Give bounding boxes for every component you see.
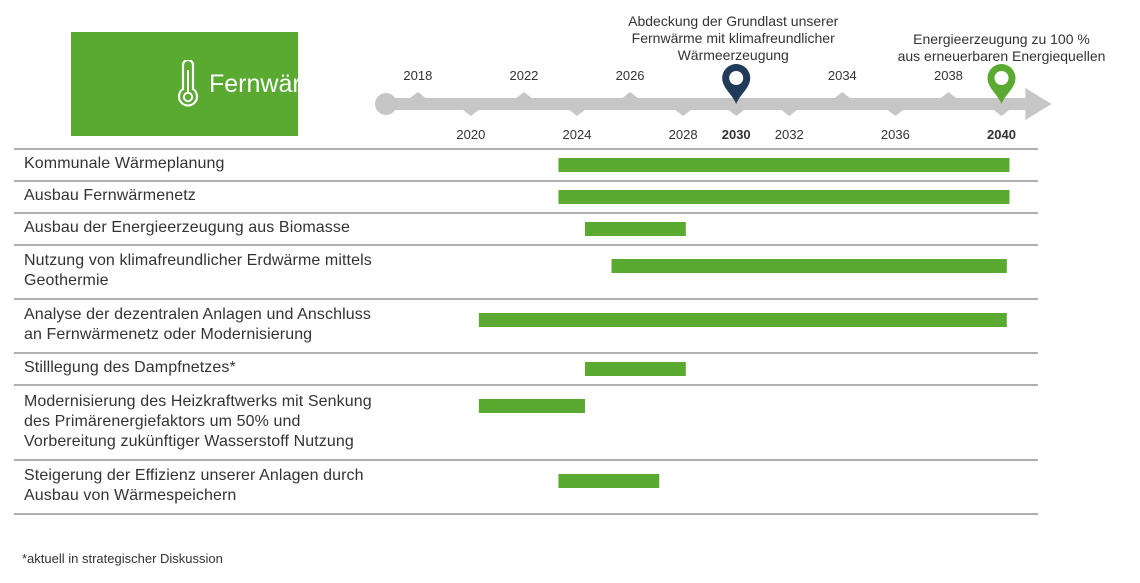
task-bar — [611, 259, 1007, 273]
task-bar — [478, 313, 1007, 327]
task-label: Steigerung der Effizienz unserer Anlagen… — [24, 467, 364, 504]
task-label: Kommunale Wärmeplanung — [24, 155, 225, 172]
tick-label: 2028 — [669, 127, 698, 142]
task-label: Nutzung von klimafreundlicher Erdwärme m… — [24, 252, 372, 289]
tick-label: 2030 — [722, 127, 751, 142]
task-bar — [558, 158, 1010, 172]
timeline-start-dot — [375, 93, 397, 115]
timeline-arrow-head — [1025, 88, 1052, 120]
milestone-label-line: Energieerzeugung zu 100 % — [913, 31, 1090, 47]
tick-label: 2034 — [828, 68, 857, 83]
tick-label: 2024 — [563, 127, 592, 142]
milestone-label-line: Fernwärme mit klimafreundlicher — [632, 30, 835, 46]
tick-label: 2022 — [509, 68, 538, 83]
tick-label: 2018 — [403, 68, 432, 83]
tick-label: 2026 — [616, 68, 645, 83]
tick-mark — [992, 109, 1011, 116]
tick-mark — [674, 109, 693, 116]
tick-mark — [621, 92, 640, 99]
page-title: Fernwärme — [209, 70, 336, 98]
task-label: Ausbau Fernwärmenetz — [24, 187, 196, 204]
tick-mark — [727, 109, 746, 116]
task-label: Stilllegung des Dampfnetzes* — [24, 359, 236, 376]
map-pin-icon — [722, 64, 751, 104]
tick-label: 2038 — [934, 68, 963, 83]
task-bar — [558, 190, 1010, 204]
header-box: Fernwärme — [71, 32, 335, 136]
milestone-label: Energieerzeugung zu 100 % aus erneuerbare… — [898, 31, 1106, 64]
milestone-label: Abdeckung der Grundlast unserer Fernwärme… — [628, 13, 838, 63]
tick-mark — [886, 109, 905, 116]
task-bar — [558, 474, 660, 488]
tick-label: 2036 — [881, 127, 910, 142]
map-pin-hole — [994, 71, 1009, 85]
task-label: Analyse der dezentralen Anlagen und Ansc… — [24, 306, 371, 343]
tick-label: 2032 — [775, 127, 804, 142]
task-label: Ausbau der Energieerzeugung aus Biomasse — [24, 219, 350, 236]
tick-mark — [514, 92, 533, 99]
tick-mark — [461, 109, 480, 116]
task-bar — [584, 362, 686, 376]
milestone-label-line: aus erneuerbaren Energiequellen — [898, 48, 1106, 64]
tick-label: 2020 — [456, 127, 485, 142]
map-pin-hole — [729, 71, 744, 85]
tick-mark — [833, 92, 852, 99]
tick-mark — [780, 109, 799, 116]
milestone-label-line: Abdeckung der Grundlast unserer — [628, 13, 838, 29]
tick-mark — [939, 92, 958, 99]
footnote: *aktuell in strategischer Diskussion — [22, 551, 223, 566]
task-bar — [478, 399, 585, 413]
task-label: Modernisierung des Heizkraftwerks mit Se… — [24, 392, 372, 450]
thermometer-icon — [177, 60, 199, 107]
tick-label: 2040 — [987, 127, 1016, 142]
task-bar — [584, 222, 686, 236]
map-pin-icon — [987, 64, 1016, 104]
milestone-label-line: Wärmeerzeugung — [678, 47, 789, 63]
timeline-bar — [386, 98, 1026, 110]
tick-mark — [408, 92, 427, 99]
tick-mark — [568, 109, 587, 116]
